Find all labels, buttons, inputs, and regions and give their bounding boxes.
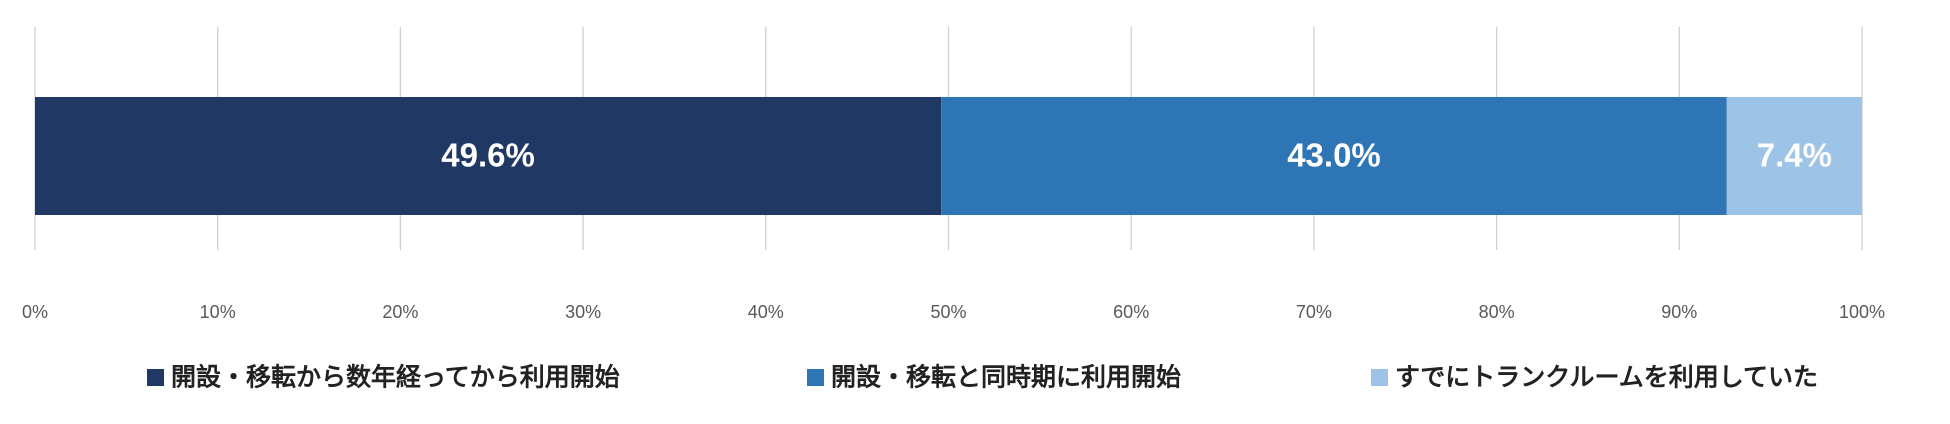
legend-swatch (807, 369, 824, 386)
x-tick-label: 90% (1661, 302, 1697, 322)
x-tick-label: 10% (200, 302, 236, 322)
x-tick-label: 100% (1839, 302, 1885, 322)
legend-label: すでにトランクルームを利用していた (1395, 364, 1818, 392)
x-tick-label: 30% (565, 302, 601, 322)
x-tick-label: 80% (1479, 302, 1515, 322)
value-label: 7.4% (1757, 137, 1832, 174)
bar-segment (941, 97, 1727, 215)
x-tick-label: 0% (22, 302, 48, 322)
x-tick-label: 20% (382, 302, 418, 322)
bar-segment (35, 97, 942, 215)
legend-swatch (147, 369, 164, 386)
x-tick-label: 40% (748, 302, 784, 322)
x-tick-label: 50% (930, 302, 966, 322)
value-label: 49.6% (441, 137, 535, 174)
value-label: 43.0% (1287, 137, 1381, 174)
legend-swatch (1371, 369, 1388, 386)
legend-label: 開設・移転と同時期に利用開始 (831, 363, 1181, 392)
bar-segment (1726, 97, 1862, 215)
x-tick-label: 70% (1296, 302, 1332, 322)
legend-label: 開設・移転から数年経ってから利用開始 (171, 363, 620, 392)
x-tick-label: 60% (1113, 302, 1149, 322)
